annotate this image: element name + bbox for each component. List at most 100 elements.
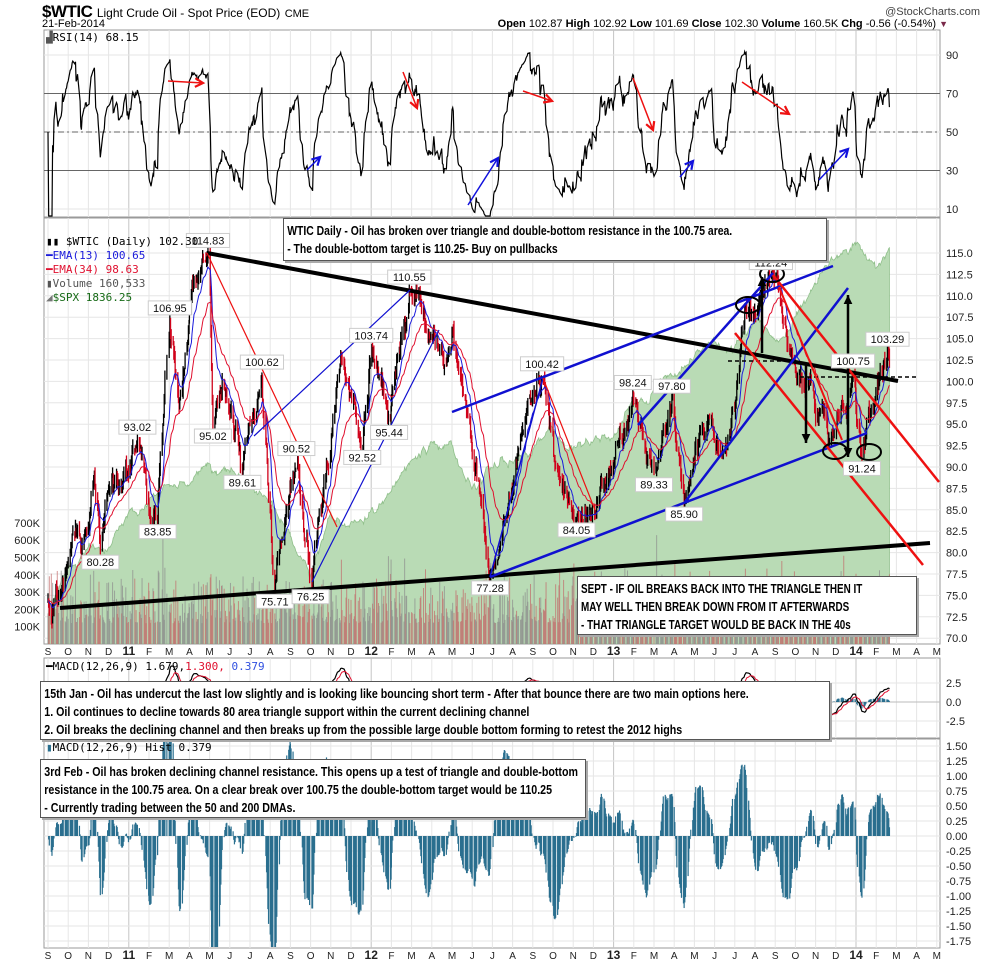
month-label: M	[933, 647, 941, 658]
down-arrow-head	[801, 433, 811, 443]
month-label: M	[892, 951, 900, 962]
month-label: D	[347, 951, 354, 962]
month-label: J	[227, 647, 232, 658]
month-label: O	[792, 951, 800, 962]
line-icon: ━	[46, 660, 53, 673]
circle-marker	[735, 296, 761, 314]
price-tick-label: 97.5	[946, 398, 967, 410]
month-label: F	[146, 951, 152, 962]
rsi-tick-label: 10	[946, 204, 958, 216]
month-label: 14	[849, 948, 863, 962]
volume-label: Volume	[761, 18, 801, 30]
month-label: M	[650, 647, 658, 658]
chart-title: $WTIC Light Crude Oil - Spot Price (EOD)…	[42, 2, 309, 22]
volume-tick-label: 500K	[14, 553, 40, 565]
rsi-legend: ▟RSI(14) 68.15	[46, 31, 139, 45]
hist-tick-label: -0.25	[946, 846, 971, 858]
price-label-box	[81, 554, 120, 570]
annotation-line: WTIC Daily - Oil has broken over triangl…	[287, 223, 733, 238]
annotation-top: WTIC Daily - Oil has broken over triangl…	[283, 218, 827, 261]
month-label: A	[267, 647, 274, 658]
month-label: J	[712, 951, 717, 962]
price-label-box	[118, 419, 157, 435]
month-label: M	[205, 647, 213, 658]
month-label: S	[772, 951, 779, 962]
price-tick-label: 72.5	[946, 612, 967, 624]
volume-tick-label: 700K	[14, 518, 40, 530]
month-label: M	[205, 951, 213, 962]
histogram-icon: ▮	[46, 741, 53, 754]
hist-tick-label: 0.25	[946, 816, 967, 828]
price-label: 90.52	[283, 444, 311, 456]
month-label: O	[549, 951, 557, 962]
declining-channel-line	[206, 252, 338, 528]
month-label: F	[631, 951, 637, 962]
legend-spx: $SPX 1836.25	[52, 291, 133, 304]
month-label: J	[732, 951, 737, 962]
triangle-trendline	[206, 251, 899, 383]
month-label: 12	[365, 644, 379, 658]
symbol: $WTIC	[42, 2, 93, 21]
rsi-divergence-arrow-head	[645, 120, 656, 133]
price-label-box	[277, 441, 316, 457]
month-label: J	[490, 951, 495, 962]
month-label: O	[307, 647, 315, 658]
month-label: F	[388, 951, 394, 962]
month-label: D	[105, 647, 112, 658]
hist-tick-label: -1.75	[946, 936, 971, 948]
rsi-divergence-arrow	[818, 148, 849, 181]
line-icon: ━	[46, 249, 53, 262]
channel-line	[253, 289, 411, 437]
price-label-box	[557, 522, 596, 538]
month-label: D	[590, 647, 597, 658]
exchange: CME	[284, 8, 310, 20]
channel-line	[489, 377, 544, 578]
price-tick-label: 100.0	[946, 376, 974, 388]
rsi-divergence-arrow	[167, 80, 204, 84]
high-label: High	[565, 18, 591, 30]
trendlines	[59, 251, 940, 610]
price-legend: ▮▮ $WTIC (Daily) 102.30 ━EMA(13) 100.65 …	[46, 235, 198, 305]
hist-tick-label: -1.50	[946, 921, 971, 933]
volume-tick-label: 100K	[14, 622, 40, 634]
up-arrow-head	[757, 277, 767, 287]
month-label: F	[146, 647, 152, 658]
macd-value: 1.679,	[145, 660, 186, 673]
month-label: 12	[365, 948, 379, 962]
rsi-divergence-arrow-head	[839, 147, 850, 158]
chart-type-icon: ▟	[46, 31, 53, 44]
month-label: S	[45, 647, 52, 658]
price-label-box	[291, 589, 330, 605]
declining-channel-line	[772, 274, 940, 483]
candle-icon: ▮▮	[46, 235, 60, 248]
month-label: 13	[607, 644, 621, 658]
hist-tick-label: 0.75	[946, 786, 967, 798]
legend-ema34: EMA(34) 98.63	[52, 263, 139, 276]
copyright: @StockCharts.com	[885, 6, 980, 18]
declining-channel-line	[778, 286, 843, 441]
ema34-line	[47, 297, 890, 605]
month-label: O	[792, 647, 800, 658]
annotation-line: 15th Jan - Oil has undercut the last low…	[44, 686, 749, 701]
month-label: O	[64, 951, 72, 962]
month-label: M	[407, 647, 415, 658]
close-label: Close	[691, 18, 722, 30]
rsi-plot	[47, 49, 890, 217]
month-label: J	[732, 647, 737, 658]
price-tick-label: 87.5	[946, 483, 967, 495]
price-tick-label: 105.0	[946, 334, 974, 346]
month-label: F	[388, 647, 394, 658]
price-label: 106.95	[153, 303, 187, 315]
month-label: A	[509, 951, 516, 962]
price-label-box	[519, 356, 565, 372]
volume-tick-label: 300K	[14, 587, 40, 599]
month-label: N	[85, 951, 92, 962]
month-label: O	[549, 647, 557, 658]
price-label: 93.02	[124, 422, 152, 434]
rsi-divergence-arrow-head	[311, 155, 322, 166]
price-label-box	[138, 524, 177, 540]
target-arrow-head	[843, 447, 853, 457]
declining-channel-line	[542, 377, 596, 511]
price-label-box	[471, 580, 510, 596]
rsi-tick-label: 90	[946, 50, 958, 62]
